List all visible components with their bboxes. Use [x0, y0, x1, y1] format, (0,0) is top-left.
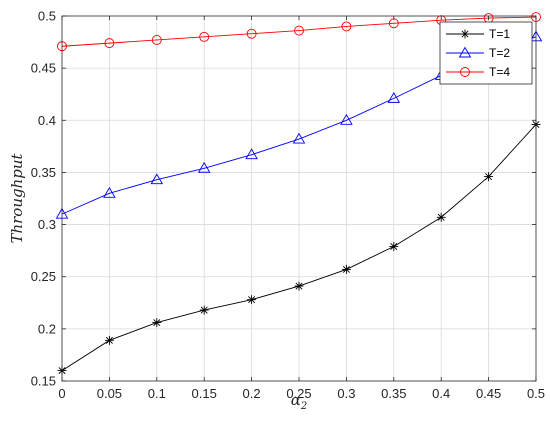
legend-label: T=1 [489, 27, 510, 41]
data-point-asterisk [389, 241, 399, 251]
x-axis-title: α2 [291, 391, 308, 412]
data-point-triangle [103, 186, 116, 198]
data-point-asterisk [436, 212, 446, 222]
data-point-asterisk [460, 29, 470, 39]
data-point-circle [460, 67, 470, 77]
data-point-asterisk [341, 264, 351, 274]
x-tick-label: 0.15 [192, 386, 217, 401]
data-point-circle [294, 25, 304, 36]
x-tick-label: 0.05 [97, 386, 122, 401]
y-tick-label: 0.4 [38, 113, 56, 128]
data-point-circle [151, 35, 162, 45]
data-point-triangle [292, 132, 306, 144]
data-point-circle [246, 28, 257, 39]
data-point-circle [104, 38, 115, 49]
data-point-triangle [150, 173, 164, 185]
legend-label: T=4 [489, 65, 510, 79]
x-tick-label: 0.45 [476, 386, 501, 401]
data-point-asterisk [199, 305, 209, 315]
legend: T=1 T=2 T=4 [439, 21, 533, 85]
data-point-asterisk [294, 281, 304, 291]
data-point-asterisk [152, 318, 162, 328]
x-tick-label: 0.4 [432, 386, 450, 401]
series-line [61, 16, 537, 47]
data-point-triangle [197, 161, 211, 173]
data-point-asterisk [484, 172, 494, 182]
x-tick-label: 0.1 [148, 386, 166, 401]
data-point-triangle [458, 46, 472, 58]
x-tick-label: 0.25 [286, 386, 311, 401]
legend-label: T=2 [489, 46, 510, 60]
data-point-circle [341, 21, 352, 32]
data-point-triangle [245, 148, 258, 160]
x-tick-label: 0.5 [527, 386, 545, 401]
y-tick-label: 0.2 [38, 321, 56, 336]
y-tick-label: 0.15 [31, 374, 56, 389]
y-tick-label: 0.45 [31, 61, 56, 76]
x-tick-label: 0.35 [381, 386, 406, 401]
data-point-asterisk [247, 295, 257, 305]
y-tick-label: 0.35 [31, 165, 56, 180]
data-point-asterisk [104, 335, 114, 345]
y-tick-label: 0.3 [38, 217, 56, 232]
y-axis-title: Throughput [8, 152, 26, 243]
x-tick-label: 0.3 [337, 386, 355, 401]
data-point-circle [199, 31, 210, 42]
y-tick-label: 0.5 [38, 9, 56, 24]
data-point-triangle [387, 91, 401, 103]
tick-labels: 0 0.05 0.1 0.15 0.2 0.25 0.3 0.35 0.4 0.45 0.5 0.15… [31, 9, 545, 402]
x-tick-label: 0 [58, 386, 65, 401]
data-point-triangle [340, 113, 353, 125]
y-tick-label: 0.25 [31, 269, 56, 284]
x-tick-label: 0.2 [243, 386, 261, 401]
